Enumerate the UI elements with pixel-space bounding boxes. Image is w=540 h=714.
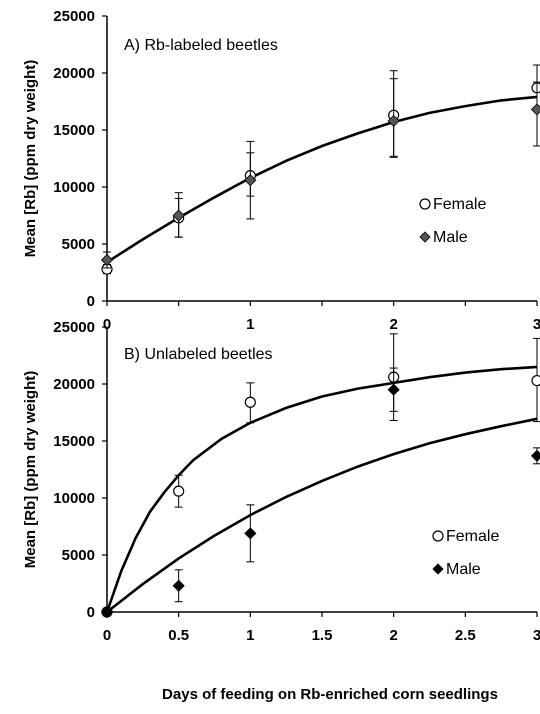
panel-a-y-tick-label: 10000 [53, 179, 95, 196]
panel-b-x-tick-label: 0 [103, 627, 111, 644]
panel-a-x-tick-label: 2 [389, 316, 397, 333]
panel-a-male-point [102, 254, 113, 265]
panel-b-y-tick-label: 15000 [53, 433, 95, 450]
panel-b-y-tick-label: 20000 [53, 376, 95, 393]
panel-b-y-tick-label: 10000 [53, 490, 95, 507]
panel-b-x-tick-label: 1.5 [312, 627, 333, 644]
panel-b-x-tick-label: 2.5 [455, 627, 476, 644]
panel-a-title: A) Rb-labeled beetles [124, 37, 278, 54]
panel-b-x-tick-label: 1 [246, 627, 254, 644]
panel-a-legend-male-label: Male [433, 229, 468, 246]
panel-a-y-tick-label: 25000 [53, 8, 95, 25]
panel-b-legend-male-marker [433, 564, 443, 574]
panel-b-male-point [532, 450, 540, 461]
panel-b-female-point [532, 376, 540, 386]
panel-a-x-tick-label: 3 [533, 316, 540, 333]
panel-a-legend-female-label: Female [433, 196, 486, 213]
panel-b-male-point [245, 528, 256, 539]
panel-a-male-point [532, 104, 540, 115]
panel-b-y-tick-label: 5000 [62, 547, 95, 564]
x-axis-title: Days of feeding on Rb-enriched corn seed… [162, 686, 498, 703]
panel-a-y-tick-label: 20000 [53, 65, 95, 82]
panel-b-x-tick-label: 0.5 [168, 627, 189, 644]
panel-b-x-tick-label: 3 [533, 627, 540, 644]
panel-a-y-tick-label: 0 [87, 293, 95, 310]
panel-b-female-point [174, 486, 184, 496]
panel-b-legend-female-label: Female [446, 528, 499, 545]
panel-a-y-tick-label: 15000 [53, 122, 95, 139]
panel-b-legend-male-label: Male [446, 561, 481, 578]
panel-b-legend-female-marker [433, 531, 443, 541]
panel-a-legend-male-marker [420, 232, 430, 242]
panel-a-y-axis-title: Mean [Rb] (ppm dry weight) [22, 60, 39, 258]
panel-b-y-tick-label: 25000 [53, 319, 95, 336]
panel-b-female-point [245, 397, 255, 407]
panel-a-x-tick-label: 1 [246, 316, 254, 333]
panel-b-y-axis-title: Mean [Rb] (ppm dry weight) [22, 371, 39, 569]
panel-b-x-tick-label: 2 [389, 627, 397, 644]
panel-a-female-point [532, 83, 540, 93]
panel-b-male-point [388, 384, 399, 395]
panel-a-y-tick-label: 5000 [62, 236, 95, 253]
panel-b: 0 5000 10000 15000 20000 25000 0 0.5 1 1.5 2 2.5 3 Me… [22, 319, 540, 644]
panel-b-y-tick-label: 0 [87, 604, 95, 621]
panel-b-title: B) Unlabeled beetles [124, 346, 273, 363]
panel-a-legend-female-marker [420, 199, 430, 209]
panel-a-fit-curve [107, 97, 537, 262]
panel-b-fit-curve [107, 419, 537, 612]
panel-b-male-point [173, 580, 184, 591]
